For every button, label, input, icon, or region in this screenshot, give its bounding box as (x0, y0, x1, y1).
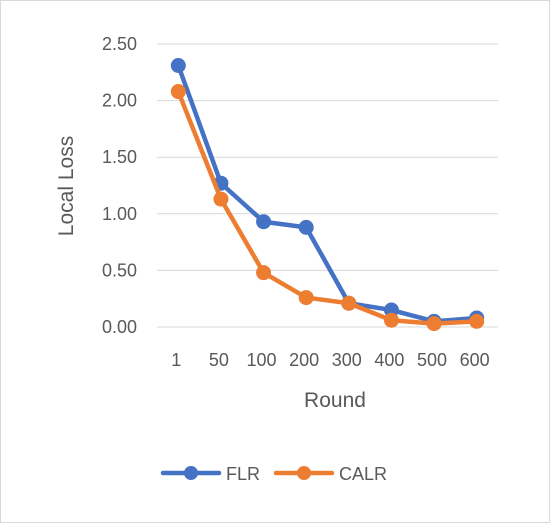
y-tick-label: 0.00 (102, 317, 137, 337)
data-point-calr (213, 191, 229, 207)
data-point-flr (170, 58, 186, 74)
y-axis-ticks: 0.00 0.50 1.00 1.50 2.00 2.50 (102, 34, 137, 337)
legend-label-flr: FLR (226, 464, 260, 484)
data-point-calr (341, 295, 357, 311)
data-point-calr (383, 312, 399, 328)
legend-marker-flr (184, 466, 198, 480)
data-point-calr (469, 313, 485, 329)
x-tick-label: 100 (247, 350, 277, 370)
y-tick-label: 2.00 (102, 91, 137, 111)
x-tick-label: 1 (171, 350, 181, 370)
x-tick-label: 500 (417, 350, 447, 370)
y-tick-label: 2.50 (102, 34, 137, 54)
x-tick-label: 200 (289, 350, 319, 370)
y-tick-label: 1.00 (102, 204, 137, 224)
series-group (170, 58, 485, 332)
x-tick-label: 600 (460, 350, 490, 370)
legend-marker-calr (297, 466, 311, 480)
data-point-calr (170, 84, 186, 100)
y-tick-label: 1.50 (102, 147, 137, 167)
gridlines (157, 43, 498, 328)
data-point-calr (298, 290, 314, 306)
y-axis-title: Local Loss (55, 136, 78, 236)
x-axis-title: Round (304, 389, 366, 412)
series-line-calr (176, 89, 479, 326)
data-point-calr (426, 316, 442, 332)
legend: FLR CALR (160, 464, 387, 484)
x-tick-label: 300 (332, 350, 362, 370)
x-axis-ticks: 1 50 100 200 300 400 500 600 (171, 350, 489, 370)
x-tick-label: 50 (209, 350, 229, 370)
legend-label-calr: CALR (339, 464, 387, 484)
data-point-calr (256, 265, 272, 281)
data-point-flr (298, 219, 314, 235)
x-tick-label: 400 (374, 350, 404, 370)
data-point-flr (256, 214, 272, 230)
y-tick-label: 0.50 (102, 260, 137, 280)
